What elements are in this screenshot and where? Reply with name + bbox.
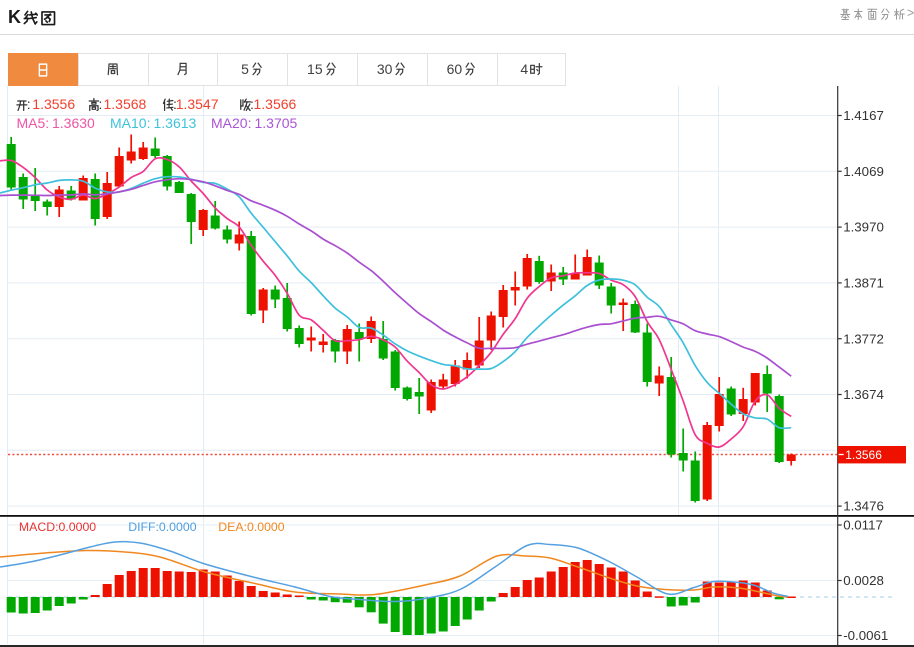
svg-text:-0.0061: -0.0061 [843, 628, 888, 643]
svg-text:0.0028: 0.0028 [843, 573, 884, 588]
svg-text:1.3970: 1.3970 [843, 220, 884, 235]
svg-text:1.3476: 1.3476 [843, 499, 884, 514]
svg-text:1.3566: 1.3566 [845, 448, 882, 462]
svg-text:1.4167: 1.4167 [843, 108, 884, 123]
svg-text:1.3871: 1.3871 [843, 276, 884, 291]
svg-text:1.3772: 1.3772 [843, 331, 884, 346]
svg-text:0.0117: 0.0117 [843, 518, 883, 533]
svg-text:1.3674: 1.3674 [843, 387, 884, 402]
svg-text:1.4069: 1.4069 [843, 164, 884, 179]
